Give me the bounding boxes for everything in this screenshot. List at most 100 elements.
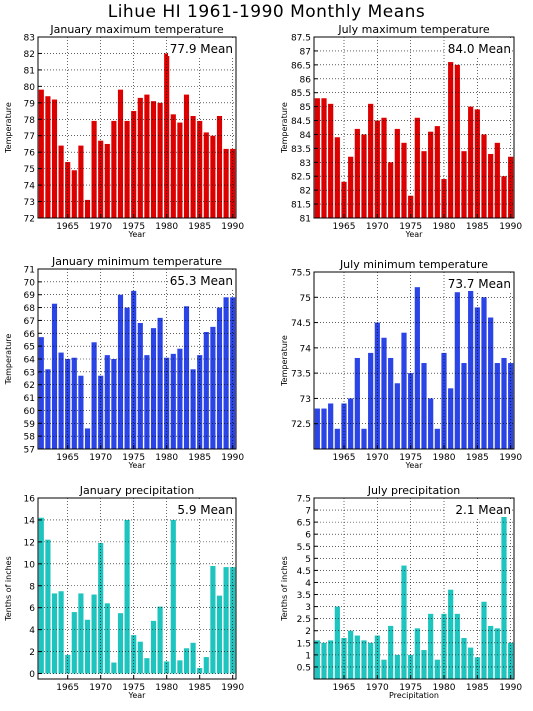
x-tick-label: 1985 [466,222,489,232]
y-tick-label: 6.5 [297,519,311,529]
y-tick-label: 87 [300,47,311,57]
bar-1963 [51,99,58,218]
bar-1989 [223,567,229,674]
y-tick-label: 83 [24,34,35,44]
y-tick-label: 77 [24,132,35,142]
y-tick-label: 82 [300,187,311,197]
bar-1973 [394,383,400,449]
y-tick-label: 81 [300,215,311,225]
bar-1972 [388,162,394,218]
y-tick-label: 87.5 [291,34,311,44]
chart-title: January precipitation [79,484,195,497]
bar-1987 [210,566,216,674]
x-axis-label: Precipitation [389,691,439,700]
bar-1970 [98,542,104,674]
mean-label-bg [168,272,234,288]
bar-1990 [230,567,236,674]
bar-1967 [354,128,360,218]
y-tick-label: 14 [24,516,36,526]
y-tick-label: 8 [29,582,35,592]
bar-1987 [210,135,216,218]
y-tick-label: 58 [24,433,36,443]
bar-1984 [190,115,196,218]
plot-frame [313,36,515,219]
bar-1976 [414,628,420,679]
x-tick-label: 1985 [188,683,211,693]
y-tick-label: 83 [300,159,311,169]
bar-1974 [124,519,130,674]
bar-1964 [334,137,340,218]
bar-1979 [434,659,440,679]
bar-1963 [328,403,334,449]
bar-1987 [488,625,494,679]
bar-1976 [414,117,420,218]
bar-1986 [481,297,487,449]
y-tick-label: 75.5 [291,269,311,279]
y-tick-label: 71 [24,266,35,276]
y-tick-label: 74.5 [291,319,311,329]
bar-1973 [394,654,400,679]
bar-1988 [216,307,223,449]
x-tick-label: 1985 [466,453,489,463]
bar-1985 [197,355,203,449]
y-tick-label: 16 [24,495,36,505]
bar-1962 [321,98,327,218]
y-tick-label: 10 [24,560,36,570]
bar-1963 [51,303,58,449]
y-tick-label: 85.5 [291,89,311,99]
y-tick-label: 59 [24,420,36,430]
chart-jan-precip: January precipitation 0 2 4 6 8 10 12 14 16 1965 19… [4,484,244,700]
chart-jan-min: January minimum temperature 57 58 59 60 61 62 6… [4,255,244,470]
y-tick-label: 66 [24,330,36,340]
bar-1964 [334,606,340,679]
mean-label: 65.3 Mean [170,274,233,288]
y-tick-label: 81.5 [291,201,311,211]
y-tick-label: 68 [24,304,36,314]
y-tick-label: 85 [300,103,311,113]
mean-label-bg [446,275,512,291]
y-tick-label: 72.5 [291,420,311,430]
bar-1983 [183,306,190,449]
bar-1973 [117,613,124,674]
bar-1989 [501,176,507,218]
y-tick-label: 72 [24,215,35,225]
bar-1965 [65,654,71,674]
mean-label-bg [168,40,234,56]
bar-1973 [117,89,124,218]
y-axis-label: Temperature [280,102,289,154]
bar-1983 [461,363,467,449]
bar-1963 [328,103,334,218]
y-tick-label: 0 [29,670,35,680]
bar-1963 [51,593,58,674]
bar-1964 [58,352,64,449]
y-tick-label: 64 [24,356,36,366]
bar-1979 [157,317,163,449]
bar-1970 [98,140,104,218]
bar-1984 [190,642,196,674]
bar-1972 [111,120,117,218]
bar-1969 [368,352,374,449]
bar-1988 [494,142,500,218]
x-tick-label: 1965 [56,453,79,463]
y-tick-label: 3.5 [297,591,311,601]
bar-1968 [84,428,91,449]
bar-1974 [124,307,130,449]
x-tick-label: 1975 [399,453,422,463]
bar-1967 [78,145,84,218]
bar-1979 [157,102,163,218]
y-axis-label: Temperature [4,334,13,386]
x-axis-label: Year [128,230,147,239]
y-tick-label: 4.5 [297,567,311,577]
bar-1962 [45,539,51,674]
x-tick-label: 1980 [433,222,456,232]
bar-1978 [428,613,434,679]
bar-1974 [401,332,407,449]
bar-1981 [448,589,454,679]
y-tick-label: 83.5 [291,145,311,155]
y-tick-label: 80 [24,83,36,93]
x-tick-label: 1985 [466,683,489,693]
y-axis-label: Tenths of inches [4,556,13,622]
bar-1965 [341,637,347,679]
bar-1981 [448,62,454,218]
mean-label: 5.9 Mean [177,503,233,517]
